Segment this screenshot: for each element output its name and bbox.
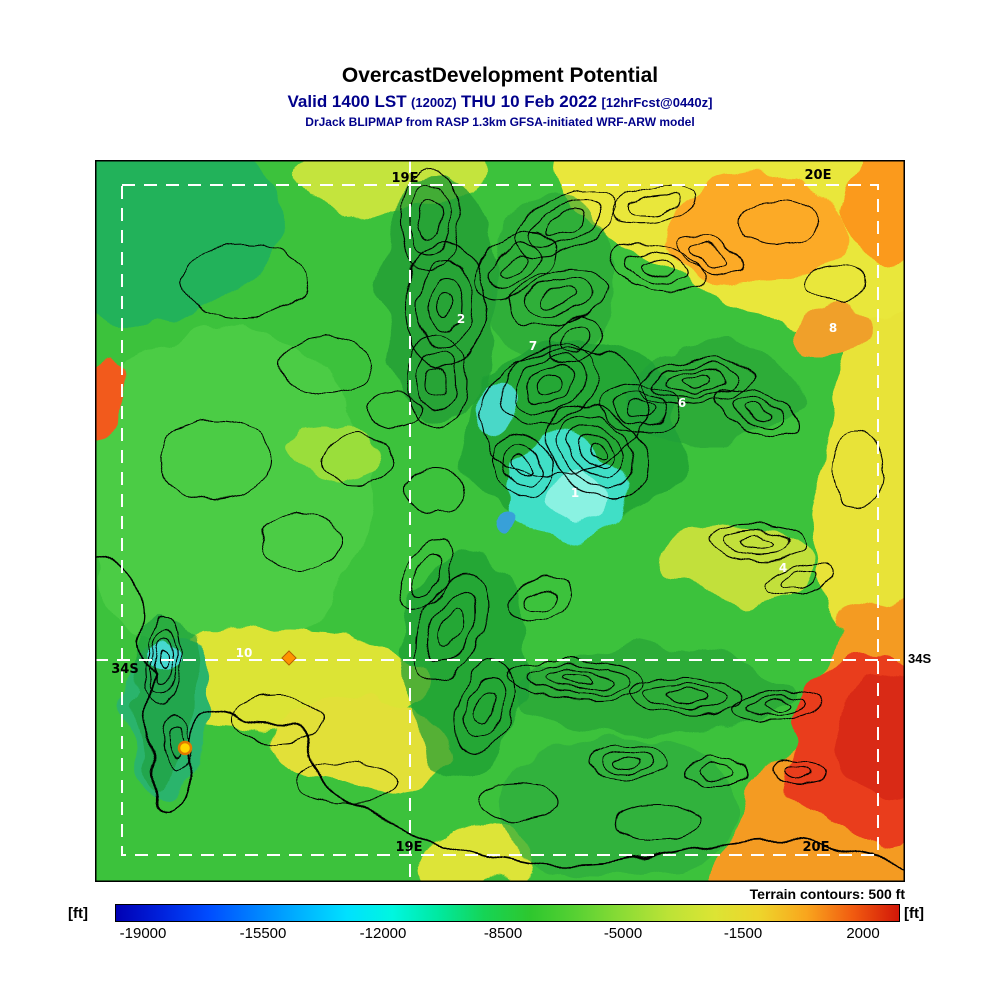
site-label-4: 4 — [779, 561, 787, 575]
colorbar-unit-right: [ft] — [904, 905, 924, 922]
forecast-map: 19E 20E 19E 20E 34S 2 7 6 1 4 8 10 — [95, 160, 905, 882]
site-markers — [177, 650, 297, 756]
colorbar-tick: 2000 — [846, 925, 880, 942]
colorbar-ticks: -19000 -15500 -12000 -8500 -5000 -1500 2… — [115, 925, 900, 945]
lon-label-20e-top: 20E — [805, 168, 832, 183]
site-label-10: 10 — [236, 646, 253, 660]
colorbar-tick: -15500 — [239, 925, 287, 942]
valid-time-line: Valid 1400 LST (1200Z) THU 10 Feb 2022 [… — [0, 92, 1000, 112]
terrain-contours-note: Terrain contours: 500 ft — [749, 886, 905, 902]
colorbar-tick: -19000 — [119, 925, 167, 942]
lat-label-34s-left: 34S — [111, 662, 138, 677]
dot-marker — [177, 740, 193, 756]
lon-label-20e-bottom: 20E — [803, 840, 830, 855]
colorbar-tick: -8500 — [483, 925, 523, 942]
header: OvercastDevelopment Potential Valid 1400… — [0, 64, 1000, 129]
site-label-2: 2 — [457, 312, 465, 326]
shaded-field-regions — [95, 160, 905, 882]
graticule — [95, 160, 905, 882]
valid-zulu-time: (1200Z) — [411, 95, 457, 111]
diamond-marker — [281, 650, 297, 666]
valid-time: Valid 1400 LST — [287, 92, 407, 112]
colorbar-tick: -12000 — [359, 925, 407, 942]
page-title: OvercastDevelopment Potential — [341, 64, 659, 87]
map-frame — [95, 160, 905, 882]
colorbar-tick: -5000 — [603, 925, 643, 942]
forecast-offset: [12hrFcst@0440z] — [601, 95, 713, 111]
lat-label-34s-right: 34S — [908, 651, 932, 666]
model-line: DrJack BLIPMAP from RASP 1.3km GFSA-init… — [305, 114, 695, 129]
colorbar-unit-left: [ft] — [68, 905, 88, 922]
map-labels: 19E 20E 19E 20E 34S 2 7 6 1 4 8 10 — [111, 168, 837, 855]
lon-label-19e-top: 19E — [392, 171, 419, 186]
site-label-8: 8 — [829, 321, 837, 335]
lon-label-19e-bottom: 19E — [396, 840, 423, 855]
site-label-7: 7 — [529, 339, 537, 353]
site-label-6: 6 — [678, 396, 686, 410]
valid-date: THU 10 Feb 2022 — [461, 92, 598, 112]
colorbar-tick: -1500 — [723, 925, 763, 942]
domain-box — [121, 184, 879, 856]
terrain-contour-lines — [145, 169, 884, 839]
colorbar-gradient — [115, 904, 900, 922]
site-label-1: 1 — [571, 486, 579, 500]
